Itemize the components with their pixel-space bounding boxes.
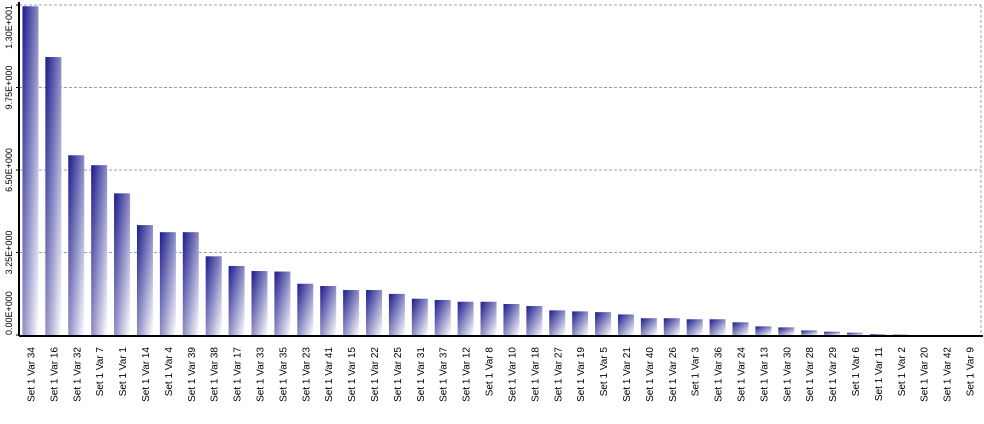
bar [732,322,749,335]
x-category-label: Set 1 Var 31 [416,347,427,402]
bar [159,232,176,335]
bar [457,301,474,335]
x-category-label: Set 1 Var 28 [805,347,816,402]
x-category-label: Set 1 Var 22 [370,347,381,402]
x-category-label: Set 1 Var 39 [187,347,198,402]
bar [136,225,153,335]
x-category-label: Set 1 Var 37 [439,347,450,402]
grid-lines [19,4,982,335]
x-category-label: Set 1 Var 17 [233,347,244,402]
x-category-label: Set 1 Var 40 [645,347,656,402]
bar [617,314,634,335]
bar [228,265,245,335]
x-category-label: Set 1 Var 18 [530,347,541,402]
bar [434,299,451,335]
x-category-label: Set 1 Var 20 [920,347,931,402]
x-category-label: Set 1 Var 41 [324,347,335,402]
x-category-label: Set 1 Var 24 [737,347,748,402]
bar [45,57,62,336]
x-category-label: Set 1 Var 26 [668,347,679,402]
bar [274,271,291,335]
bar [869,333,886,335]
x-category-label: Set 1 Var 14 [141,347,152,402]
bar [251,271,268,335]
x-category-label: Set 1 Var 5 [599,347,610,397]
bar [686,319,703,335]
x-category-label: Set 1 Var 8 [485,347,496,397]
x-category-label: Set 1 Var 15 [347,347,358,402]
bar [366,290,383,335]
bar [503,304,520,335]
bar [595,312,612,335]
x-category-label: Set 1 Var 38 [210,347,221,402]
x-category-label: Set 1 Var 23 [301,347,312,402]
bars [22,6,909,336]
x-category-label: Set 1 Var 4 [164,347,175,397]
bar [320,286,337,335]
x-category-label: Set 1 Var 12 [462,347,473,402]
bar [343,290,360,335]
y-tick-label: 3.25E+000 [4,231,14,275]
x-category-label: Set 1 Var 3 [691,347,702,397]
bar [663,318,680,335]
x-category-label: Set 1 Var 25 [393,347,404,402]
x-category-label: Set 1 Var 13 [759,347,770,402]
x-category-label: Set 1 Var 1 [118,347,129,397]
bar [801,330,818,335]
x-category-label: Set 1 Var 21 [622,347,633,402]
bar [755,326,772,335]
x-category-label: Set 1 Var 32 [72,347,83,402]
x-category-label: Set 1 Var 27 [553,347,564,402]
x-category-label: Set 1 Var 42 [943,347,954,402]
bar [709,319,726,335]
x-category-label: Set 1 Var 16 [49,347,60,402]
x-category-label: Set 1 Var 9 [966,347,977,397]
x-category-label: Set 1 Var 11 [874,347,885,402]
x-category-label: Set 1 Var 34 [26,347,37,402]
y-tick-label: 1.30E+001 [4,5,14,49]
bar [388,293,405,335]
x-category-label: Set 1 Var 29 [828,347,839,402]
bar [68,155,85,335]
bar [91,165,108,335]
bar [22,6,39,336]
bar [892,334,909,335]
bar [572,311,589,335]
bar [182,232,199,335]
y-tick-label: 6.50E+000 [4,148,14,192]
bar [205,256,222,335]
bar [411,298,428,335]
x-category-label: Set 1 Var 2 [897,347,908,397]
bar [549,310,566,335]
x-category-label: Set 1 Var 30 [782,347,793,402]
bar [297,283,314,335]
axes [18,2,983,337]
y-tick-label: 0.00E+000 [4,291,14,335]
bar [847,332,864,335]
y-tick-label: 9.75E+000 [4,66,14,110]
x-category-label: Set 1 Var 35 [278,347,289,402]
x-category-labels: Set 1 Var 34 Set 1 Var 16 Set 1 Var 32 Set … [26,347,976,402]
x-category-label: Set 1 Var 19 [576,347,587,402]
bar [824,331,841,335]
bar [640,318,657,335]
bar [114,193,131,335]
bar [480,301,497,335]
x-category-label: Set 1 Var 6 [851,347,862,397]
bar [526,306,543,335]
y-tick-labels: 0.00E+000 3.25E+000 6.50E+000 9.75E+000 1.30… [4,4,19,336]
x-category-label: Set 1 Var 33 [256,347,267,402]
x-category-label: Set 1 Var 36 [714,347,725,402]
bar [778,327,795,335]
x-category-label: Set 1 Var 10 [507,347,518,402]
x-category-label: Set 1 Var 7 [95,347,106,397]
